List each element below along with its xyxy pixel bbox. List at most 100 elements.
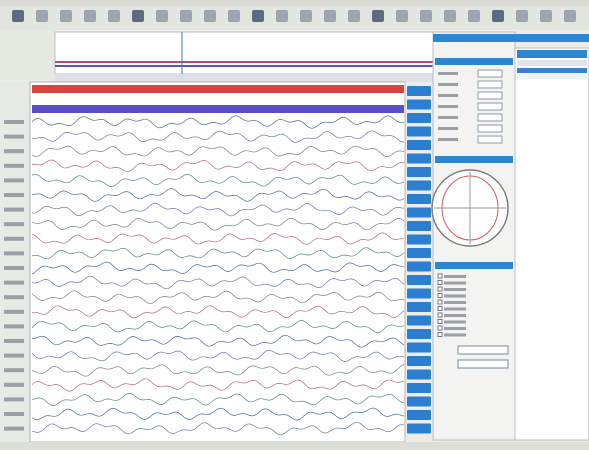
channel-button[interactable] <box>407 180 431 191</box>
toolbar-button[interactable] <box>36 10 48 22</box>
channel-button[interactable] <box>407 302 431 312</box>
channel-label <box>4 178 24 183</box>
checkbox-label <box>444 333 466 337</box>
setting-field[interactable] <box>477 69 503 78</box>
toolbar-buttons <box>12 10 576 22</box>
checkbox[interactable] <box>437 273 443 279</box>
channel-label <box>4 134 24 139</box>
checkbox[interactable] <box>437 286 443 292</box>
eeg-trace <box>31 130 405 143</box>
checkbox[interactable] <box>437 293 443 298</box>
toolbar-button[interactable] <box>348 10 360 22</box>
channel-button[interactable] <box>407 126 431 137</box>
channel-button[interactable] <box>407 194 431 204</box>
eeg-trace <box>31 232 405 245</box>
eeg-trace <box>31 364 405 377</box>
channel-button[interactable] <box>407 423 431 434</box>
toolbar-button[interactable] <box>276 10 288 22</box>
montage-head <box>431 169 509 247</box>
checkbox[interactable] <box>437 332 443 337</box>
eeg-trace <box>31 393 405 406</box>
toolbar-button[interactable] <box>564 10 576 22</box>
toolbar-button[interactable] <box>252 10 264 22</box>
channel-button[interactable] <box>407 86 431 96</box>
channel-button[interactable] <box>407 99 431 110</box>
toolbar-button[interactable] <box>108 10 120 22</box>
channel-label <box>4 251 24 256</box>
channel-buttons <box>407 86 431 434</box>
channel-button[interactable] <box>407 167 431 177</box>
dropdown[interactable] <box>457 359 509 369</box>
setting-label <box>438 105 458 108</box>
event-row[interactable] <box>517 74 587 79</box>
eeg-area <box>29 81 406 443</box>
setting-field[interactable] <box>477 135 503 144</box>
channel-button[interactable] <box>407 207 431 218</box>
channel-button[interactable] <box>407 315 431 326</box>
toolbar-button[interactable] <box>12 10 24 22</box>
toolbar-button[interactable] <box>540 10 552 22</box>
setting-field[interactable] <box>477 80 503 89</box>
channel-button[interactable] <box>407 288 431 299</box>
eeg-trace <box>31 407 405 421</box>
setting-label <box>438 72 458 75</box>
setting-field[interactable] <box>477 124 503 133</box>
channel-button[interactable] <box>407 248 431 258</box>
toolbar-button[interactable] <box>516 10 528 22</box>
checkbox[interactable] <box>437 319 443 324</box>
eeg-trace <box>31 378 405 392</box>
eeg-trace <box>31 217 405 231</box>
setting-field[interactable] <box>477 91 503 100</box>
setting-field[interactable] <box>477 102 503 111</box>
channel-button[interactable] <box>407 221 431 231</box>
eeg-trace <box>31 350 405 362</box>
toolbar-button[interactable] <box>324 10 336 22</box>
channel-button[interactable] <box>407 356 431 366</box>
toolbar-button[interactable] <box>60 10 72 22</box>
toolbar-button[interactable] <box>372 10 384 22</box>
controls <box>437 69 509 369</box>
setting-label <box>438 116 458 119</box>
checkbox[interactable] <box>437 312 443 318</box>
checkbox[interactable] <box>437 280 443 285</box>
eeg-trace <box>31 115 405 129</box>
checkbox[interactable] <box>437 299 443 305</box>
channel-button[interactable] <box>407 383 431 393</box>
toolbar-button[interactable] <box>396 10 408 22</box>
channel-button[interactable] <box>407 275 431 285</box>
channel-button[interactable] <box>407 369 431 380</box>
eeg-traces <box>31 115 405 436</box>
eeg-trace <box>31 421 405 436</box>
channel-button[interactable] <box>407 113 431 123</box>
toolbar-button[interactable] <box>156 10 168 22</box>
channel-button[interactable] <box>407 342 431 353</box>
annotation-bar-red <box>32 85 404 93</box>
toolbar-button[interactable] <box>84 10 96 22</box>
channel-button[interactable] <box>407 261 431 272</box>
setting-field[interactable] <box>477 113 503 122</box>
event-row-selected[interactable] <box>517 68 587 73</box>
checkbox[interactable] <box>437 306 443 311</box>
channel-button[interactable] <box>407 396 431 407</box>
channel-label <box>4 382 24 387</box>
toolbar-button[interactable] <box>492 10 504 22</box>
dropdown[interactable] <box>457 345 509 355</box>
channel-label <box>4 149 24 154</box>
channel-button[interactable] <box>407 153 431 164</box>
channel-button[interactable] <box>407 329 431 339</box>
channel-button[interactable] <box>407 410 431 420</box>
toolbar-button[interactable] <box>300 10 312 22</box>
channel-label <box>4 193 24 197</box>
channel-button[interactable] <box>407 234 431 245</box>
toolbar-button[interactable] <box>204 10 216 22</box>
toolbar-button[interactable] <box>132 10 144 22</box>
toolbar-button[interactable] <box>420 10 432 22</box>
checkbox[interactable] <box>437 325 443 331</box>
toolbar-button[interactable] <box>228 10 240 22</box>
toolbar-button[interactable] <box>468 10 480 22</box>
toolbar-button[interactable] <box>180 10 192 22</box>
channel-label <box>4 397 24 402</box>
toolbar-button[interactable] <box>444 10 456 22</box>
channel-button[interactable] <box>407 140 431 150</box>
